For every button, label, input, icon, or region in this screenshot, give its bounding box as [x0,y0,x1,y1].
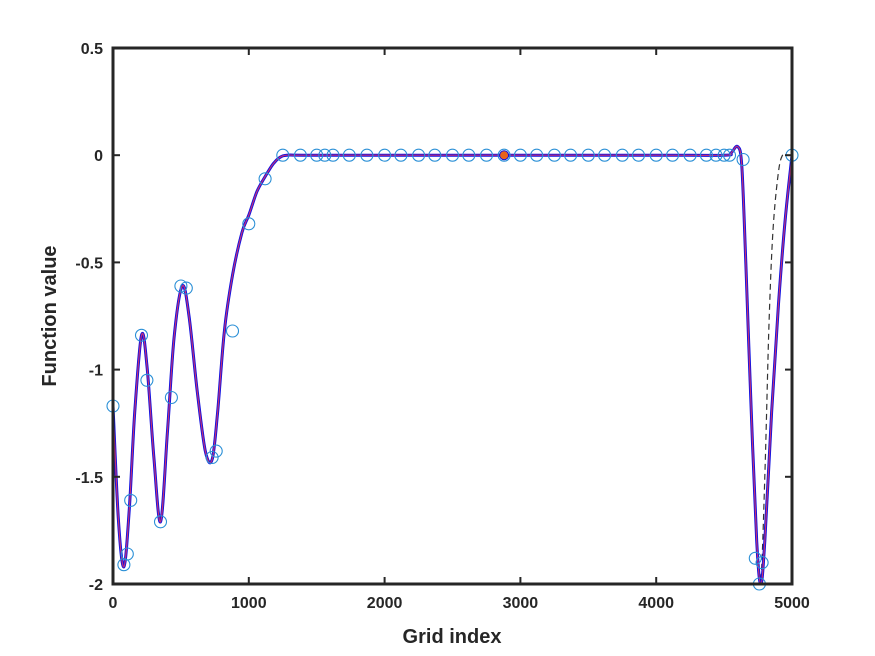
data-point-marker [258,172,272,186]
data-point-marker [683,148,697,162]
data-point-marker [479,148,494,162]
data-point-marker [497,148,511,162]
data-point-marker [564,148,578,162]
data-point-marker [164,390,178,405]
x-axis-label: Grid index [403,626,502,648]
data-point-marker [665,148,680,162]
data-point-marker [631,148,646,162]
y-tick-label: -1.5 [75,470,103,487]
data-point-marker [445,148,460,162]
data-point-marker [134,328,149,342]
data-point-marker [530,148,544,162]
data-point-marker [124,493,138,507]
data-point-marker [598,148,612,162]
data-point-marker [179,281,193,295]
y-tick-label: 0 [94,148,103,165]
y-tick-label: -0.5 [75,255,103,272]
data-point-marker [412,148,426,162]
plot-frame [111,46,794,586]
series-line-overlay [112,145,793,585]
axis-ticks: 0 1000 2000 3000 4000 5000 -2 -1.5 -1 -0.5 0 0.5 [75,41,809,612]
data-point-marker [342,148,356,162]
data-point-marker [547,148,561,162]
x-tick-label: 5000 [774,595,810,612]
data-point-marker [722,148,737,162]
data-point-marker [649,148,663,162]
data-point-marker [174,279,188,293]
data-point-marker [326,148,340,162]
data-point-marker [394,148,408,162]
data-point-marker [709,148,723,162]
data-point-marker [120,547,134,561]
data-point-marker [717,148,731,162]
data-point-marker [310,148,324,162]
data-point-marker [153,515,168,529]
data-point-marker [205,450,219,465]
x-tick-label: 4000 [638,595,674,612]
data-point-marker [276,148,290,162]
data-point-marker [699,148,713,162]
data-point-marker [140,373,154,387]
data-point-marker [209,444,223,458]
data-point-marker [755,556,769,570]
data-point-marker [428,148,442,162]
data-point-marker [378,148,392,162]
data-point-marker [225,324,240,338]
data-point-marker [748,551,762,565]
data-point-marker [581,148,595,162]
data-point-marker [318,148,332,162]
x-tick-label: 2000 [367,595,403,612]
data-point-marker [293,148,307,162]
x-tick-label: 0 [109,595,118,612]
data-point-marker [242,217,256,231]
x-tick-label: 1000 [231,595,267,612]
data-point-marker [615,148,629,162]
x-tick-label: 3000 [503,595,539,612]
data-point-marker [360,148,374,162]
data-point-marker [513,148,527,162]
plot-content [106,144,799,591]
data-point-marker [462,148,476,162]
highlight-point [499,150,510,161]
y-tick-label: -2 [89,577,103,594]
y-tick-label: 0.5 [81,41,103,58]
data-point-marker [736,152,750,167]
plot-background [113,48,792,584]
y-axis-label: Function value [39,245,61,386]
y-tick-label: -1 [89,363,103,380]
